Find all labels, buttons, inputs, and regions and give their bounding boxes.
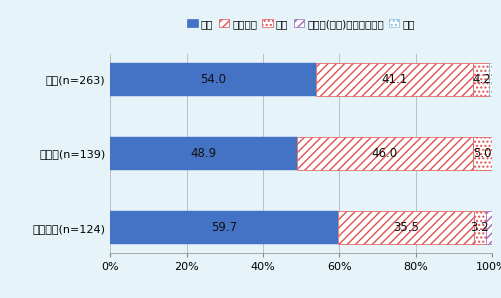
Text: 35.5: 35.5 <box>392 221 418 234</box>
Bar <box>110 137 297 170</box>
Text: 5.0: 5.0 <box>472 147 490 160</box>
Legend: 拡大, 現状維持, 縮小, 第三国(地域)へ移転、撤退, 不明: 拡大, 現状維持, 縮小, 第三国(地域)へ移転、撤退, 不明 <box>183 15 418 33</box>
Text: 48.9: 48.9 <box>190 147 216 160</box>
Text: 54.0: 54.0 <box>200 73 226 86</box>
Bar <box>338 211 473 244</box>
Bar <box>488 63 491 96</box>
Bar <box>472 63 488 96</box>
Bar <box>110 63 316 96</box>
Bar <box>316 63 472 96</box>
Text: 4.2: 4.2 <box>471 73 489 86</box>
Text: 41.1: 41.1 <box>381 73 407 86</box>
Text: 59.7: 59.7 <box>211 221 237 234</box>
Text: 3.2: 3.2 <box>469 221 488 234</box>
Bar <box>473 211 485 244</box>
Bar <box>110 211 338 244</box>
Bar <box>297 137 471 170</box>
Bar <box>485 211 491 244</box>
Bar <box>471 137 490 170</box>
Text: 46.0: 46.0 <box>371 147 397 160</box>
